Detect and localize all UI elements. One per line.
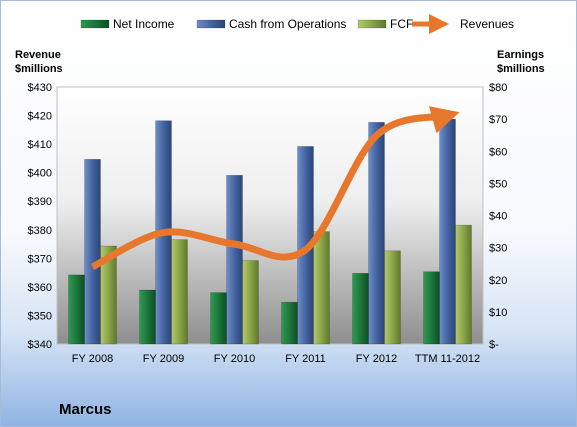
bar-net-income-0: [68, 274, 85, 345]
left-tick-label: $420: [28, 111, 52, 123]
legend-label-revenues: Revenues: [460, 17, 514, 31]
bar-fcf-2: [242, 260, 259, 345]
bars-group: [68, 118, 472, 345]
right-tick-label: $30: [489, 243, 507, 255]
category-label: FY 2011: [285, 353, 326, 365]
bar-net-income-3: [281, 301, 298, 345]
bar-fcf-5: [455, 224, 472, 345]
line-revenues: [90, 106, 460, 271]
left-tick-label: $370: [28, 253, 52, 265]
right-tick-label: $-: [489, 339, 499, 351]
right-axis-ticks: $- $10 $20 $30 $40 $50 $60 $70 $80: [489, 82, 507, 351]
left-tick-label: $390: [28, 196, 52, 208]
left-tick-label: $360: [28, 282, 52, 294]
bar-fcf-3: [313, 231, 330, 345]
left-tick-label: $400: [28, 168, 52, 180]
bar-fcf-4: [384, 250, 401, 345]
bar-net-income-1: [139, 289, 156, 345]
bar-cash-from-operations-5: [439, 118, 456, 345]
legend-label-fcf: FCF: [390, 17, 413, 31]
category-label: TTM 11-2012: [415, 353, 480, 365]
right-tick-label: $40: [489, 211, 507, 223]
bar-net-income-4: [352, 272, 369, 345]
bar-net-income-5: [423, 271, 440, 345]
left-tick-label: $410: [28, 139, 52, 151]
legend-swatch-fcf: [357, 19, 387, 29]
bar-fcf-1: [171, 239, 188, 345]
right-tick-label: $60: [489, 146, 507, 158]
legend: Net Income Cash from Operations FCF Revenue…: [80, 14, 514, 34]
bar-fcf-0: [100, 245, 117, 345]
right-tick-label: $50: [489, 178, 507, 190]
left-axis-title-line1: Revenue: [15, 49, 61, 61]
legend-swatch-net-income: [80, 19, 110, 29]
left-axis-title-line2: $millions: [15, 63, 63, 75]
right-tick-label: $70: [489, 114, 507, 126]
right-tick-label: $10: [489, 307, 507, 319]
right-axis-title-line2: $millions: [497, 63, 545, 75]
category-labels: FY 2008 FY 2009 FY 2010 FY 2011 FY 2012 TTM 1…: [72, 353, 480, 365]
category-label: FY 2009: [143, 353, 184, 365]
right-tick-label: $20: [489, 275, 507, 287]
bar-cash-from-operations-0: [84, 159, 101, 345]
category-label: FY 2012: [356, 353, 397, 365]
left-axis-ticks: $340 $350 $360 $370 $380 $390 $400 $410 $420 $430: [28, 82, 52, 351]
footer-title: Marcus: [59, 401, 112, 418]
bar-net-income-2: [210, 292, 227, 345]
bar-cash-from-operations-4: [368, 122, 385, 345]
left-tick-label: $380: [28, 225, 52, 237]
legend-swatch-cash-from-operations: [196, 19, 226, 29]
lines-group: [90, 106, 460, 271]
category-label: FY 2010: [214, 353, 255, 365]
bar-cash-from-operations-2: [226, 175, 243, 345]
left-tick-label: $350: [28, 310, 52, 322]
plot-area: [56, 86, 484, 345]
right-tick-label: $80: [489, 82, 507, 94]
left-tick-label: $430: [28, 82, 52, 94]
category-label: FY 2008: [72, 353, 113, 365]
legend-label-cash-from-operations: Cash from Operations: [229, 17, 346, 31]
legend-label-net-income: Net Income: [113, 17, 175, 31]
right-axis-title-line1: Earnings: [497, 49, 544, 61]
left-tick-label: $340: [28, 339, 52, 351]
